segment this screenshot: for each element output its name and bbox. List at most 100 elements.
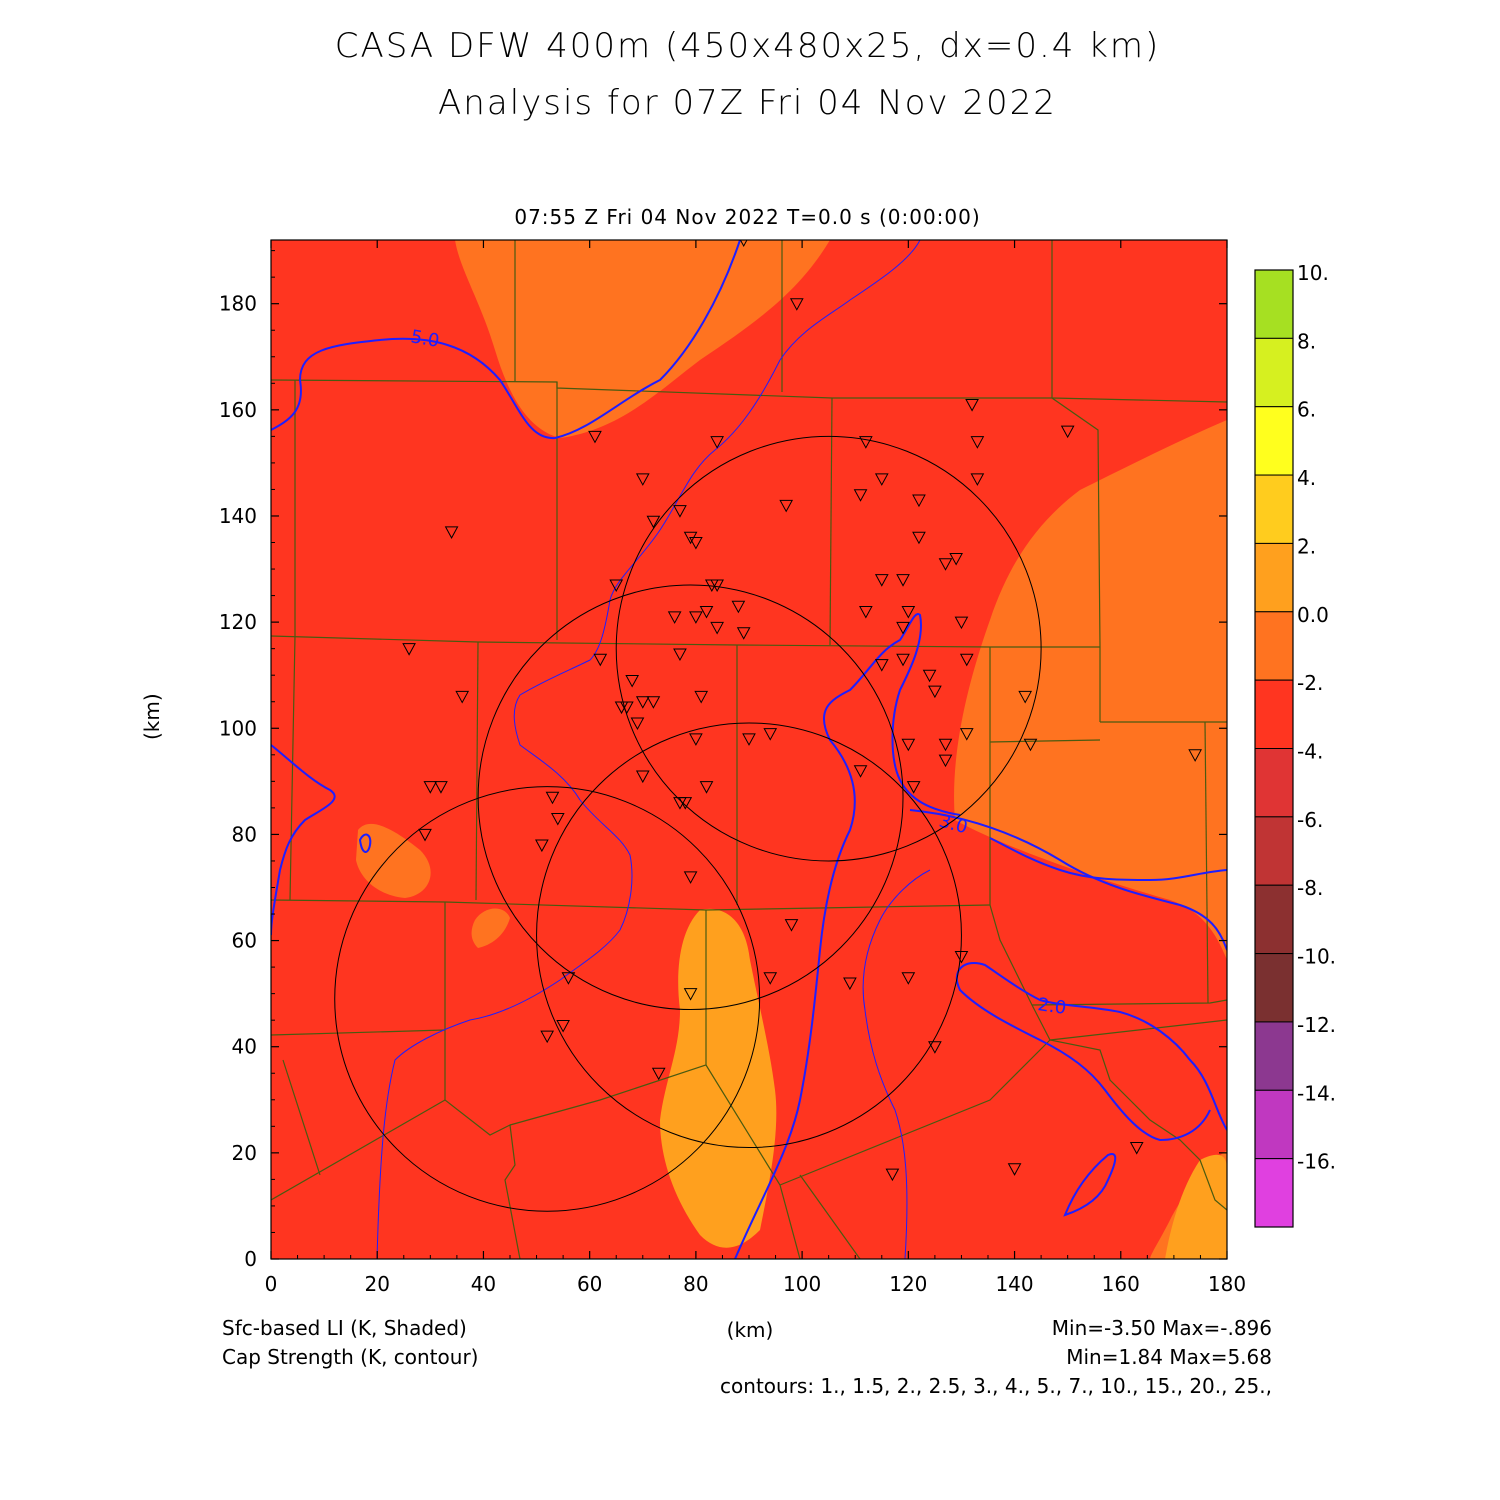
colorbar-label: 10.	[1297, 261, 1329, 285]
radar-coverage-rings	[334, 435, 1042, 1212]
station-marker	[959, 728, 974, 741]
station-marker	[784, 919, 799, 932]
station-marker	[699, 781, 714, 794]
colorbar-frame	[1254, 269, 1294, 1228]
station-marker	[938, 558, 953, 571]
station-marker	[763, 972, 778, 985]
station-marker	[609, 579, 624, 593]
x-tick-label: 0	[265, 1272, 278, 1296]
x-tick-label: 60	[577, 1272, 602, 1296]
station-marker	[922, 669, 937, 683]
colorbar-label: -2.	[1297, 671, 1323, 695]
station-marker	[561, 972, 576, 985]
station-marker	[1129, 1142, 1144, 1155]
radar-ring	[334, 786, 761, 1212]
station-marker	[789, 298, 804, 311]
li-shade-west-blob	[356, 823, 431, 898]
station-marker	[949, 552, 963, 566]
colorbar-bin	[1254, 816, 1294, 886]
cap-strength-contours	[271, 240, 1227, 1259]
colorbar-bin	[1254, 679, 1294, 750]
radar-ring	[477, 584, 904, 1011]
station-marker	[402, 643, 416, 656]
station-marker	[896, 653, 910, 667]
station-marker	[853, 489, 868, 502]
station-marker	[444, 526, 459, 539]
station-marker	[550, 812, 565, 826]
station-marker	[874, 659, 889, 672]
x-tick-label: 100	[783, 1272, 821, 1296]
county-boundaries	[271, 240, 1227, 1259]
radar-ring	[536, 722, 962, 1149]
x-tick-label: 20	[364, 1272, 389, 1296]
station-marker	[912, 494, 926, 508]
colorbar-label: -6.	[1297, 808, 1323, 832]
station-marker	[736, 627, 751, 640]
y-tick-label: 60	[232, 929, 257, 953]
colorbar-label: -16.	[1297, 1150, 1336, 1174]
station-marker	[970, 436, 985, 449]
contour-label-2: 2.0	[1036, 994, 1067, 1019]
x-tick-label: 120	[889, 1272, 927, 1296]
station-marker	[928, 1041, 942, 1054]
y-tick-label: 180	[219, 292, 257, 316]
station-marker	[896, 621, 910, 635]
station-marker	[535, 839, 549, 853]
station-marker	[859, 436, 873, 449]
station-marker	[545, 791, 560, 805]
station-marker	[635, 770, 650, 784]
colorbar-label: 6.	[1297, 398, 1316, 422]
y-tick-label: 20	[232, 1141, 257, 1165]
station-marker	[673, 505, 687, 518]
station-marker	[779, 499, 794, 513]
station-marker	[556, 1019, 570, 1033]
chart-title: CASA DFW 400m (450x480x25, dx=0.4 km)	[334, 26, 1161, 66]
y-tick-label: 100	[219, 716, 257, 740]
station-marker	[635, 696, 650, 709]
station-marker	[954, 950, 969, 964]
station-marker	[625, 675, 639, 688]
li-shade-se-lobe	[1165, 1154, 1227, 1259]
y-tick-label: 140	[219, 504, 257, 528]
station-markers	[402, 240, 1202, 1182]
legend-contour-levels: contours: 1., 1.5, 2., 2.5, 3., 4., 5., …	[720, 1374, 1272, 1398]
station-marker	[874, 473, 889, 486]
station-marker	[742, 733, 756, 746]
li-shade-north	[455, 240, 830, 438]
radar-ring	[615, 435, 1042, 862]
station-marker	[901, 738, 916, 752]
x-tick-label: 160	[1102, 1272, 1140, 1296]
colorbar-label: -10.	[1297, 945, 1336, 969]
station-marker	[423, 781, 438, 794]
colorbar-bin	[1254, 748, 1294, 818]
station-marker	[901, 606, 916, 619]
station-marker	[418, 828, 432, 842]
y-tick-label: 80	[232, 822, 257, 846]
colorbar-bin	[1254, 884, 1294, 955]
station-marker	[678, 797, 693, 810]
station-marker	[912, 531, 926, 545]
colorbar-bin	[1254, 406, 1294, 476]
station-marker	[1018, 690, 1033, 704]
x-tick-label: 40	[471, 1272, 496, 1296]
station-marker	[588, 430, 602, 444]
y-tick-label: 40	[232, 1035, 257, 1059]
station-marker	[1188, 749, 1202, 762]
li-shade-south-lobe	[660, 908, 777, 1248]
colorbar-bin	[1254, 337, 1294, 408]
station-marker	[689, 611, 703, 624]
station-marker	[938, 738, 953, 752]
station-marker	[540, 1030, 555, 1044]
station-marker	[763, 728, 778, 741]
x-tick-label: 80	[683, 1272, 708, 1296]
station-marker	[455, 690, 470, 704]
colorbar-label: 0.0	[1297, 603, 1329, 627]
colorbar-label: 4.	[1297, 466, 1316, 490]
colorbar: 10. 8. 6. 4. 2. 0.0 -2. -4. -6. -8. -10. -12. -14. -1…	[1254, 261, 1336, 1228]
colorbar-label: -12.	[1297, 1013, 1336, 1037]
station-marker	[667, 611, 682, 624]
y-tick-label: 120	[219, 610, 257, 634]
station-marker	[843, 977, 857, 991]
station-marker	[954, 616, 969, 630]
